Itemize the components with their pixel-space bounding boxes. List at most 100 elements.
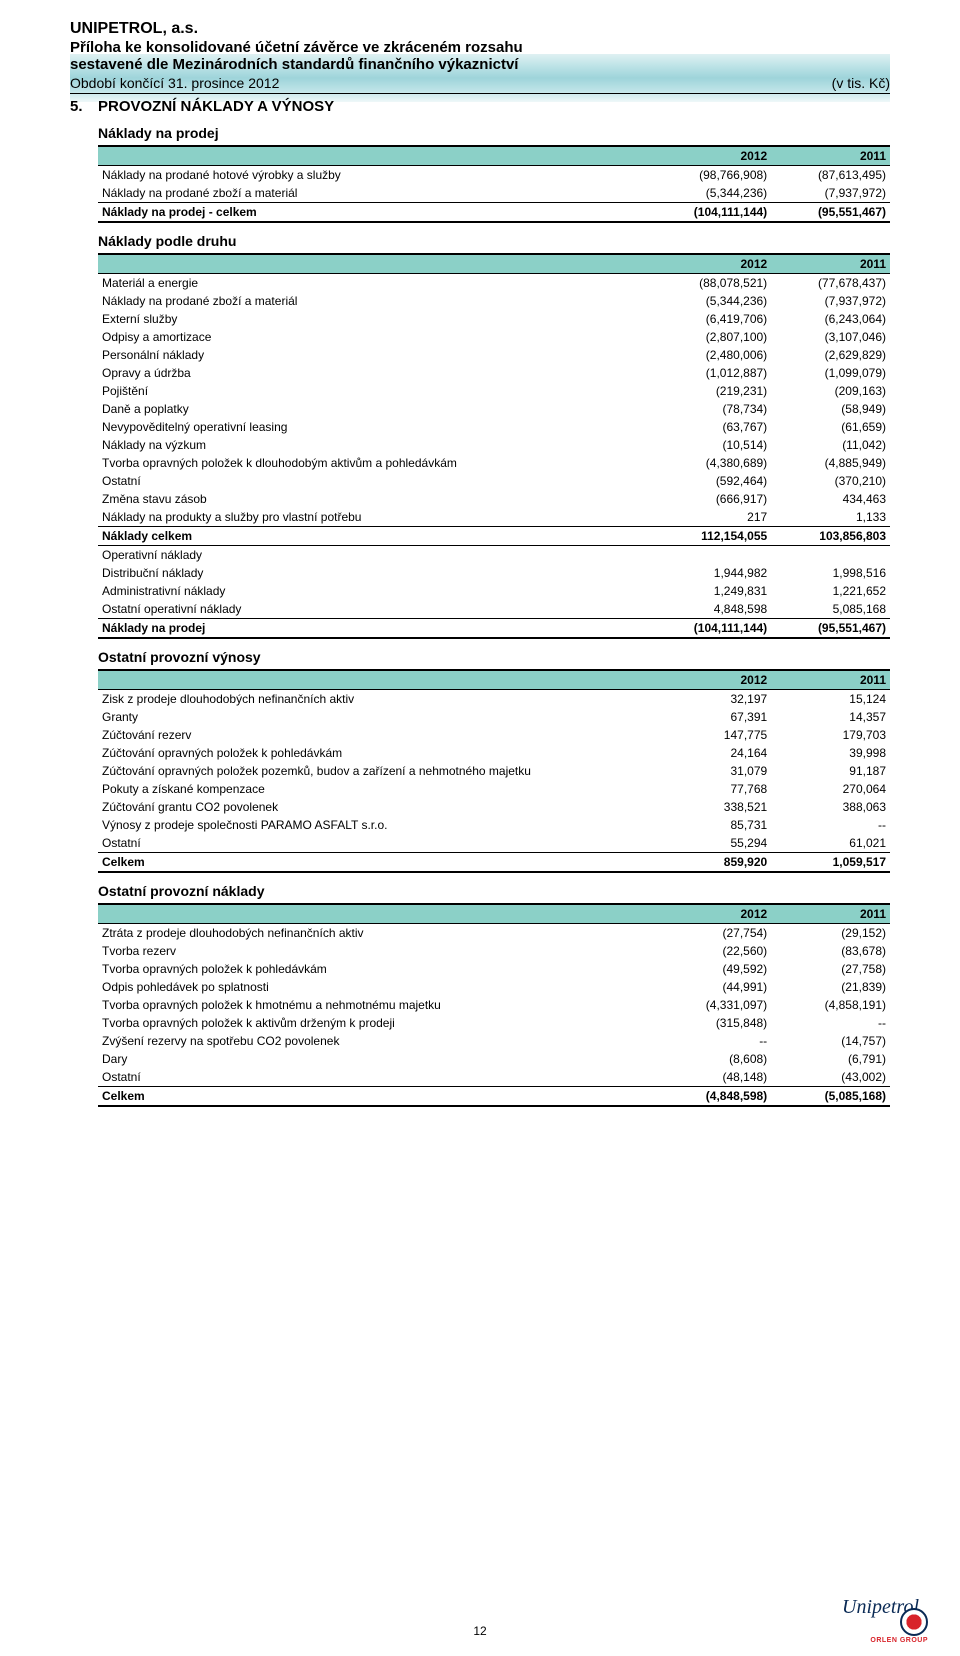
logo-circle-icon xyxy=(900,1608,928,1636)
t3-row-label: Ostatní xyxy=(98,834,652,853)
page-number: 12 xyxy=(0,1624,960,1638)
logo-subtext: ORLEN GROUP xyxy=(870,1637,928,1644)
section-heading: 5. PROVOZNÍ NÁKLADY A VÝNOSY xyxy=(70,98,890,115)
t3-year2: 2011 xyxy=(771,670,890,690)
t2-row-v1: (10,514) xyxy=(652,436,771,454)
t2-row2-v1: 4,848,598 xyxy=(652,600,771,619)
t1-total-v2: (95,551,467) xyxy=(771,203,890,223)
t1-row-v2: (87,613,495) xyxy=(771,166,890,185)
t1-hdr-blank xyxy=(98,146,652,166)
t2-row-v1: 217 xyxy=(652,508,771,527)
t4-row-v1: (44,991) xyxy=(652,978,771,996)
t2-row-v2: (77,678,437) xyxy=(771,274,890,293)
t4-row-label: Tvorba rezerv xyxy=(98,942,652,960)
t2-row-v1: (219,231) xyxy=(652,382,771,400)
t2-row-v2: (370,210) xyxy=(771,472,890,490)
section-number: 5. xyxy=(70,98,98,115)
t3-row-v1: 55,294 xyxy=(652,834,771,853)
t2-row2-label: Administrativní náklady xyxy=(98,582,652,600)
t4-total-label: Celkem xyxy=(98,1087,652,1107)
t3-row-v1: 338,521 xyxy=(652,798,771,816)
t2-total-v1: (104,111,144) xyxy=(652,619,771,639)
t2-row-label: Pojištění xyxy=(98,382,652,400)
t4-row-v1: (8,608) xyxy=(652,1050,771,1068)
t3-year1: 2012 xyxy=(652,670,771,690)
t2-row-label: Materiál a energie xyxy=(98,274,652,293)
logo: Unipetrol ORLEN GROUP xyxy=(842,1592,932,1642)
t1-row-v2: (7,937,972) xyxy=(771,184,890,203)
t2-row-v1: (78,734) xyxy=(652,400,771,418)
t3-row-v1: 67,391 xyxy=(652,708,771,726)
t4-total-v2: (5,085,168) xyxy=(771,1087,890,1107)
t2-row-label: Náklady na prodané zboží a materiál xyxy=(98,292,652,310)
t3-row-label: Výnosy z prodeje společnosti PARAMO ASFA… xyxy=(98,816,652,834)
t3-row-v2: 179,703 xyxy=(771,726,890,744)
t4-row-v1: (48,148) xyxy=(652,1068,771,1087)
t2-row-v1: (592,464) xyxy=(652,472,771,490)
t3-row-v2: 61,021 xyxy=(771,834,890,853)
t2-table: 2012 2011 Materiál a energie(88,078,521)… xyxy=(98,253,890,639)
t4-row-v2: (43,002) xyxy=(771,1068,890,1087)
t2-row-v1: (2,807,100) xyxy=(652,328,771,346)
t4-row-v1: (27,754) xyxy=(652,924,771,943)
t2-row-label: Opravy a údržba xyxy=(98,364,652,382)
t2-year1: 2012 xyxy=(652,254,771,274)
t2-hdr-blank xyxy=(98,254,652,274)
t4-hdr-blank xyxy=(98,904,652,924)
t3-row-v1: 24,164 xyxy=(652,744,771,762)
t2-row-label: Personální náklady xyxy=(98,346,652,364)
t3-total-label: Celkem xyxy=(98,853,652,873)
t2-year2: 2011 xyxy=(771,254,890,274)
t2-row-v2: 434,463 xyxy=(771,490,890,508)
t1-total-label: Náklady na prodej - celkem xyxy=(98,203,652,223)
t3-row-v2: 91,187 xyxy=(771,762,890,780)
t4-row-v2: (14,757) xyxy=(771,1032,890,1050)
t2-row-v2: (7,937,972) xyxy=(771,292,890,310)
t1-row-v1: (98,766,908) xyxy=(652,166,771,185)
t1-title: Náklady na prodej xyxy=(98,125,890,141)
t3-title: Ostatní provozní výnosy xyxy=(98,649,890,665)
t4-row-label: Tvorba opravných položek k aktivům držen… xyxy=(98,1014,652,1032)
t3-row-v1: 85,731 xyxy=(652,816,771,834)
t1-row-v1: (5,344,236) xyxy=(652,184,771,203)
t4-total-v1: (4,848,598) xyxy=(652,1087,771,1107)
t2-row-label: Externí služby xyxy=(98,310,652,328)
t2-row-v1: (2,480,006) xyxy=(652,346,771,364)
t4-row-v2: (21,839) xyxy=(771,978,890,996)
t2-op-v1 xyxy=(652,546,771,565)
t4-row-v2: -- xyxy=(771,1014,890,1032)
header-line-2: sestavené dle Mezinárodních standardů fi… xyxy=(70,56,890,73)
t4-row-v1: (49,592) xyxy=(652,960,771,978)
t2-row-label: Náklady na výzkum xyxy=(98,436,652,454)
t1-year1: 2012 xyxy=(652,146,771,166)
t4-row-label: Tvorba opravných položek k pohledávkám xyxy=(98,960,652,978)
t3-hdr-blank xyxy=(98,670,652,690)
t4-row-v1: (4,331,097) xyxy=(652,996,771,1014)
t1-row-label: Náklady na prodané hotové výrobky a služ… xyxy=(98,166,652,185)
t3-row-v2: 270,064 xyxy=(771,780,890,798)
t2-row-label: Odpisy a amortizace xyxy=(98,328,652,346)
t4-row-label: Dary xyxy=(98,1050,652,1068)
t3-row-label: Zúčtování grantu CO2 povolenek xyxy=(98,798,652,816)
t4-row-v2: (27,758) xyxy=(771,960,890,978)
t2-row-v1: (5,344,236) xyxy=(652,292,771,310)
t2-row-v2: (4,885,949) xyxy=(771,454,890,472)
t2-op-label: Operativní náklady xyxy=(98,546,652,565)
t2-row-label: Tvorba opravných položek k dlouhodobým a… xyxy=(98,454,652,472)
t4-row-v1: (22,560) xyxy=(652,942,771,960)
t3-row-label: Granty xyxy=(98,708,652,726)
header-line-1: Příloha ke konsolidované účetní závěrce … xyxy=(70,39,890,56)
t2-mid1-v1: 112,154,055 xyxy=(652,527,771,546)
t2-row2-label: Ostatní operativní náklady xyxy=(98,600,652,619)
t2-row2-label: Distribuční náklady xyxy=(98,564,652,582)
t3-row-label: Zúčtování opravných položek k pohledávká… xyxy=(98,744,652,762)
t2-total-label: Náklady na prodej xyxy=(98,619,652,639)
t2-row2-v1: 1,944,982 xyxy=(652,564,771,582)
page: UNIPETROL, a.s. Příloha ke konsolidované… xyxy=(0,0,960,1656)
t3-table: 2012 2011 Zisk z prodeje dlouhodobých ne… xyxy=(98,669,890,873)
t3-row-v1: 147,775 xyxy=(652,726,771,744)
section-title: PROVOZNÍ NÁKLADY A VÝNOSY xyxy=(98,98,334,115)
t2-row-v2: (2,629,829) xyxy=(771,346,890,364)
t1-total-v1: (104,111,144) xyxy=(652,203,771,223)
t2-row-label: Změna stavu zásob xyxy=(98,490,652,508)
